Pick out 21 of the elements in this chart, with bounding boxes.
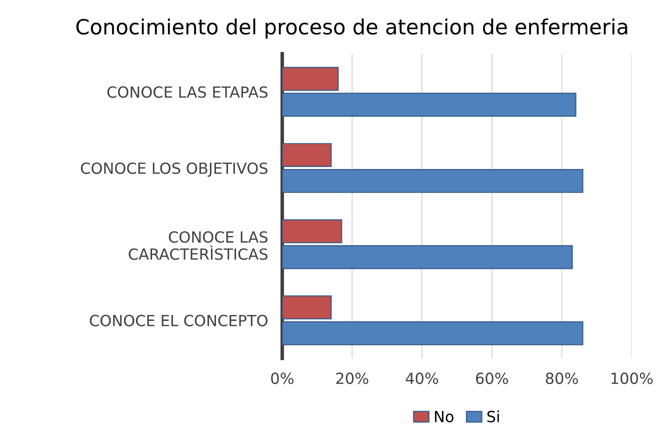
x-tick-label: 0% xyxy=(271,372,294,384)
bar xyxy=(282,295,332,320)
y-tick-label: CONOCE LOS OBJETIVOS xyxy=(80,162,268,177)
y-tick-label: CONOCE LAS ETAPAS xyxy=(107,86,268,98)
x-tick-label: 100% xyxy=(612,372,653,384)
x-tick-label: 20% xyxy=(336,372,368,384)
bar xyxy=(282,168,584,193)
bar xyxy=(282,66,339,91)
x-tick-label: 60% xyxy=(476,372,508,384)
chart-title: Conocimiento del proceso de atencion de enfermeria xyxy=(76,18,628,39)
bar xyxy=(282,245,573,270)
y-tick-label: CONOCE LAS CARACTERÌSTICAS xyxy=(128,231,268,260)
y-tick-label: CONOCE EL CONCEPTO xyxy=(90,314,268,326)
bar xyxy=(282,143,332,168)
legend-label: No xyxy=(434,410,454,422)
x-tick-label: 40% xyxy=(406,372,438,384)
bar xyxy=(282,321,584,346)
bar xyxy=(282,219,342,244)
x-tick-label: 80% xyxy=(546,372,578,384)
legend-label: Si xyxy=(487,410,499,422)
bar xyxy=(282,92,576,117)
